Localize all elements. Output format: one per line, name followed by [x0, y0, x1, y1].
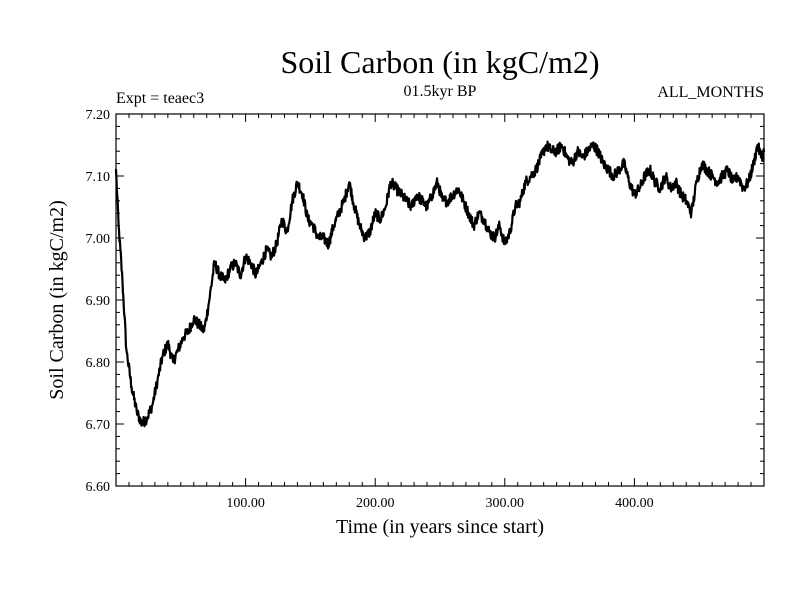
y-tick-label: 6.70	[86, 418, 111, 433]
x-tick-label: 100.00	[226, 496, 265, 511]
months-label: ALL_MONTHS	[657, 84, 764, 101]
y-tick-label: 6.90	[86, 294, 111, 309]
y-axis-label: Soil Carbon (in kgC/m2)	[46, 200, 68, 399]
x-axis-label: Time (in years since start)	[336, 516, 544, 538]
y-tick-label: 7.10	[86, 170, 111, 185]
chart-subtitle: 01.5kyr BP	[404, 83, 477, 100]
experiment-label: Expt = teaec3	[116, 90, 204, 107]
x-tick-label: 400.00	[615, 496, 654, 511]
chart-title: Soil Carbon (in kgC/m2)	[280, 44, 599, 80]
y-tick-label: 6.60	[86, 480, 111, 495]
y-tick-label: 6.80	[86, 356, 111, 371]
x-tick-label: 300.00	[486, 496, 525, 511]
y-tick-label: 7.20	[86, 108, 111, 123]
y-tick-label: 7.00	[86, 232, 111, 247]
x-tick-label: 200.00	[356, 496, 395, 511]
chart: Soil Carbon (in kgC/m2) 01.5kyr BP Expt …	[0, 0, 800, 600]
